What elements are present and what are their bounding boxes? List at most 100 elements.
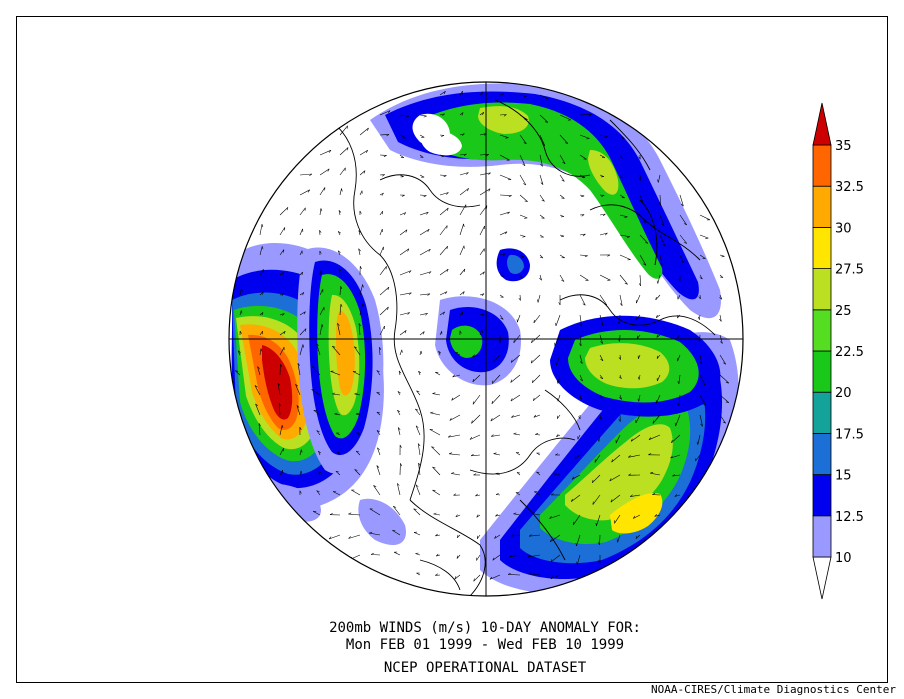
wind-arrow bbox=[574, 454, 581, 460]
wind-arrow bbox=[399, 114, 409, 117]
wind-arrow-head bbox=[582, 303, 586, 306]
wind-arrow-head bbox=[502, 253, 506, 256]
wind-arrow bbox=[719, 414, 726, 424]
wind-arrow bbox=[628, 454, 641, 458]
wind-arrow-head bbox=[415, 425, 419, 428]
wind-arrow bbox=[513, 513, 521, 516]
wind-arrow bbox=[579, 334, 582, 346]
wind-arrow bbox=[515, 452, 521, 456]
wind-arrow-head bbox=[502, 92, 505, 96]
wind-arrow-head bbox=[603, 303, 607, 306]
wind-arrow-head bbox=[282, 271, 284, 275]
wind-arrow bbox=[279, 447, 284, 456]
wind-arrow-head bbox=[555, 453, 559, 456]
wind-arrow bbox=[579, 194, 585, 197]
wind-arrow bbox=[537, 294, 541, 303]
wind-arrow-head bbox=[553, 472, 557, 475]
wind-arrow bbox=[539, 254, 544, 259]
wind-arrow bbox=[517, 314, 521, 323]
wind-arrow-head bbox=[415, 408, 419, 411]
wind-arrow bbox=[299, 228, 303, 236]
wind-arrow-head bbox=[528, 534, 532, 537]
wind-arrow bbox=[519, 254, 524, 258]
wind-arrow bbox=[459, 172, 469, 176]
wind-arrow bbox=[479, 133, 487, 136]
wind-arrow bbox=[659, 194, 661, 206]
wind-arrow bbox=[495, 514, 501, 517]
colorbar-label: 15 bbox=[835, 469, 852, 484]
wind-arrow-head bbox=[362, 284, 364, 288]
wind-arrow-head bbox=[635, 535, 638, 539]
wind-arrow bbox=[719, 274, 724, 278]
wind-arrow bbox=[699, 414, 703, 427]
wind-arrow-head bbox=[638, 177, 641, 181]
wind-arrow-head bbox=[261, 312, 264, 316]
wind-arrow-head bbox=[332, 345, 336, 348]
wind-arrow bbox=[672, 474, 681, 477]
wind-arrow bbox=[451, 473, 461, 476]
wind-arrow-head bbox=[508, 195, 512, 198]
wind-arrow bbox=[439, 192, 449, 196]
wind-arrow-head bbox=[561, 235, 565, 238]
wind-arrow-head bbox=[282, 313, 285, 316]
wind-arrow bbox=[599, 294, 608, 306]
wind-arrow-head bbox=[488, 188, 491, 192]
wind-arrow-head bbox=[241, 288, 243, 292]
wind-arrow bbox=[297, 363, 301, 376]
wind-arrow-head bbox=[385, 266, 387, 270]
wind-arrow-head bbox=[309, 173, 313, 176]
wind-arrow bbox=[379, 347, 381, 356]
wind-arrow-head bbox=[638, 283, 641, 287]
wind-arrow-head bbox=[446, 207, 449, 211]
wind-arrow-head bbox=[423, 195, 427, 198]
wind-arrow-head bbox=[522, 163, 526, 167]
wind-arrow-head bbox=[616, 539, 618, 543]
wind-arrow bbox=[511, 354, 521, 363]
wind-arrow-head bbox=[549, 539, 552, 543]
wind-arrow-head bbox=[442, 113, 445, 117]
wind-arrow bbox=[609, 474, 621, 482]
wind-arrow-head bbox=[513, 432, 517, 435]
wind-arrow-head bbox=[624, 282, 628, 285]
wind-arrow-head bbox=[346, 147, 349, 151]
wind-arrow-head bbox=[359, 210, 362, 214]
wind-arrow-head bbox=[367, 127, 369, 131]
wind-arrow bbox=[299, 311, 306, 316]
wind-arrow-head bbox=[399, 444, 402, 448]
wind-arrow-head bbox=[643, 221, 647, 223]
wind-arrow bbox=[559, 254, 565, 259]
wind-arrow-head bbox=[387, 286, 390, 291]
wind-arrow bbox=[319, 270, 322, 276]
wind-arrow-head bbox=[599, 417, 602, 420]
wind-arrow bbox=[439, 154, 445, 157]
wind-arrow bbox=[539, 194, 545, 202]
wind-arrow-head bbox=[677, 315, 679, 319]
wind-arrow bbox=[419, 350, 422, 356]
wind-arrow-head bbox=[354, 469, 358, 471]
wind-arrow bbox=[499, 211, 510, 216]
wind-arrow-head bbox=[278, 403, 282, 407]
wind-arrow bbox=[599, 232, 608, 236]
wind-arrow bbox=[259, 312, 264, 316]
wind-arrow-head bbox=[237, 350, 241, 353]
wind-arrow bbox=[556, 414, 561, 419]
wind-arrow bbox=[515, 492, 521, 496]
wind-arrow bbox=[472, 394, 481, 405]
wind-arrow-head bbox=[523, 96, 527, 98]
wind-arrow bbox=[699, 394, 706, 406]
colorbar-segment bbox=[812, 515, 832, 558]
wind-arrow-head bbox=[648, 437, 652, 440]
wind-arrow-head bbox=[338, 268, 342, 272]
wind-arrow-head bbox=[533, 319, 535, 323]
wind-arrow bbox=[318, 450, 321, 456]
wind-arrow-head bbox=[416, 390, 420, 393]
wind-arrow bbox=[279, 347, 285, 356]
wind-arrow bbox=[299, 207, 306, 216]
wind-arrow bbox=[674, 494, 681, 497]
wind-arrow bbox=[533, 414, 541, 418]
wind-arrow-head bbox=[456, 555, 458, 559]
wind-arrow-head bbox=[393, 506, 397, 508]
wind-arrow bbox=[495, 473, 501, 476]
wind-arrow-head bbox=[466, 172, 469, 175]
wind-arrow-head bbox=[386, 134, 390, 137]
